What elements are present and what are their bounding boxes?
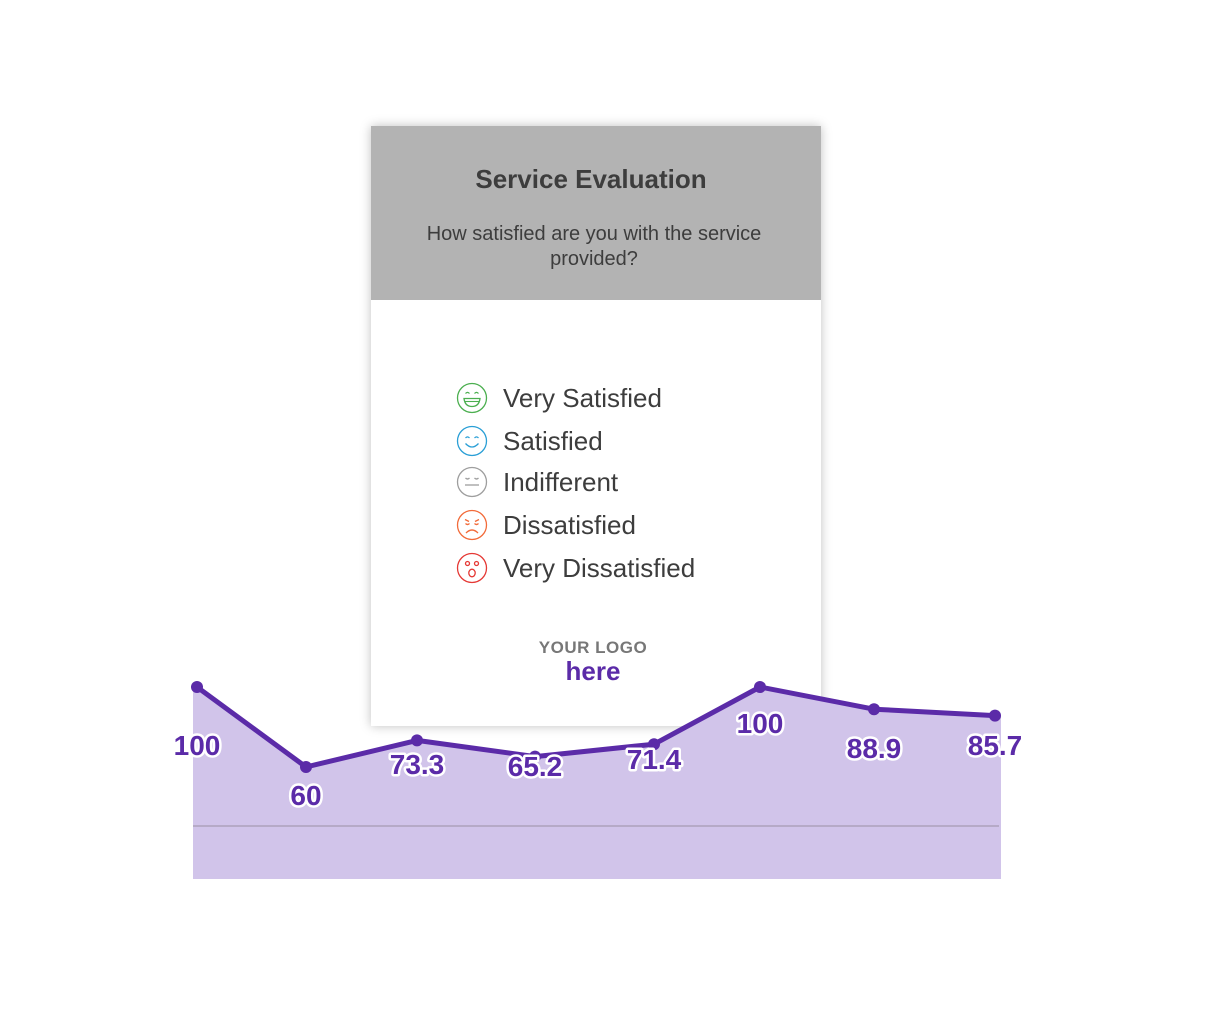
area-fill (193, 687, 1001, 879)
data-label: 60 (290, 780, 321, 811)
data-point (529, 750, 541, 763)
grin-face-icon (456, 382, 488, 414)
data-label: 73.3 (390, 749, 445, 780)
option-indifferent[interactable]: Indifferent (456, 465, 618, 499)
series-line (195, 684, 996, 770)
sad-face-icon (456, 509, 488, 541)
data-label: 100 (174, 730, 221, 761)
shocked-face-icon (456, 552, 488, 584)
card-title: Service Evaluation (475, 164, 707, 194)
option-label: Very Dissatisfied (503, 552, 696, 583)
data-point (868, 703, 880, 716)
data-point (648, 738, 660, 751)
data-label: 100 (737, 708, 784, 739)
data-label: 88.9 (847, 733, 902, 764)
data-label: 71.4 (627, 744, 682, 775)
smile-face-icon (456, 425, 488, 457)
card-question: How satisfied are you with the service p… (426, 223, 762, 270)
card-header: Service Evaluation How satisfied are you… (371, 126, 821, 300)
data-label: 65.2 (508, 751, 563, 782)
logo-text: YOUR LOGO (538, 638, 648, 657)
option-label: Satisfied (503, 425, 603, 456)
option-label: Indifferent (503, 466, 619, 497)
data-point (191, 681, 203, 693)
data-label: 85.7 (968, 730, 1023, 761)
option-label: Dissatisfied (503, 509, 636, 540)
option-satisfied[interactable]: Satisfied (456, 424, 603, 458)
logo-text-accent: here (565, 656, 621, 686)
data-point (300, 761, 312, 773)
option-label: Very Satisfied (503, 382, 662, 413)
option-very-satisfied[interactable]: Very Satisfied (456, 381, 662, 415)
data-point (411, 734, 423, 747)
option-dissatisfied[interactable]: Dissatisfied (456, 508, 636, 542)
neutral-face-icon (456, 466, 488, 498)
logo: YOUR LOGO here (371, 638, 815, 684)
survey-card: Service Evaluation How satisfied are you… (371, 126, 821, 726)
option-very-dissatisfied[interactable]: Very Dissatisfied (456, 551, 695, 585)
data-point (989, 709, 1001, 722)
data-point (754, 681, 766, 693)
